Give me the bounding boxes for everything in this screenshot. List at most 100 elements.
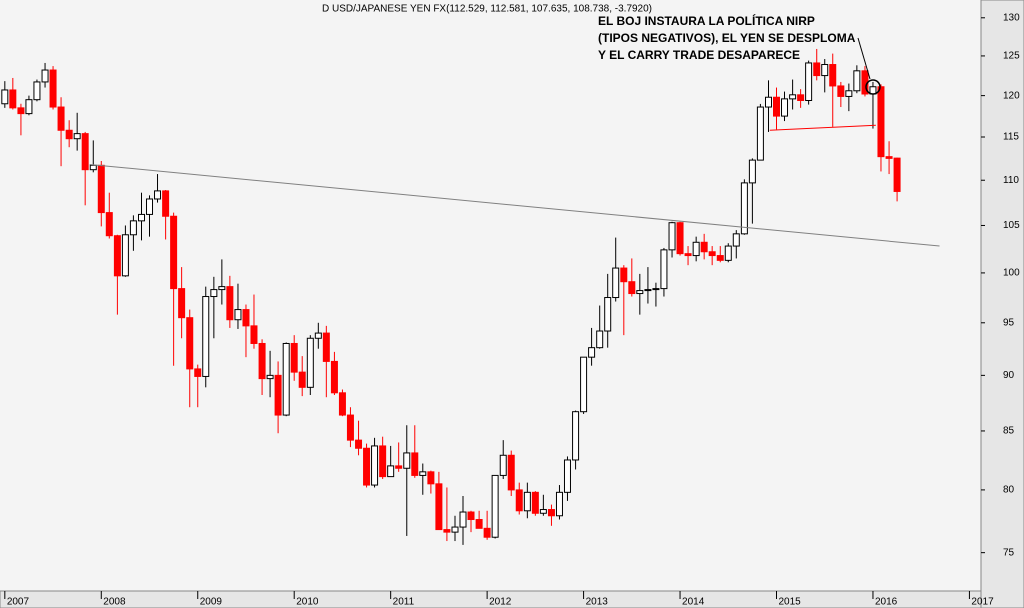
x-tick-label: 2016 bbox=[875, 597, 898, 608]
candle-body bbox=[89, 164, 97, 171]
x-tick-label: 2007 bbox=[7, 597, 30, 608]
candle-body bbox=[322, 332, 330, 362]
candle-body bbox=[459, 511, 467, 528]
candle-body bbox=[515, 489, 523, 512]
candle-body bbox=[588, 347, 596, 358]
candle-body bbox=[805, 62, 813, 101]
candle-body bbox=[49, 69, 57, 108]
y-tick-label: 110 bbox=[1003, 175, 1019, 186]
candle-body bbox=[202, 296, 210, 377]
y-tick-label: 100 bbox=[1003, 268, 1020, 279]
candle-body bbox=[620, 267, 628, 283]
candle-body bbox=[1, 89, 9, 105]
candle-body bbox=[853, 70, 861, 92]
candle-body bbox=[644, 289, 652, 292]
x-tick-label: 2013 bbox=[586, 597, 609, 608]
candle-body bbox=[427, 471, 435, 485]
candle-body bbox=[346, 414, 354, 441]
candle-body bbox=[371, 445, 379, 486]
candle-body bbox=[724, 245, 732, 261]
candle-body bbox=[612, 267, 620, 299]
candle-body bbox=[290, 342, 298, 373]
marks bbox=[1, 48, 940, 545]
candle-body bbox=[837, 85, 845, 97]
y-tick-label: 85 bbox=[1003, 426, 1015, 437]
candle-body bbox=[676, 222, 684, 255]
candle-body bbox=[732, 233, 740, 247]
candle-body bbox=[355, 439, 363, 449]
candle-body bbox=[893, 157, 901, 192]
candle-body bbox=[113, 235, 121, 277]
annotation: (TIPOS NEGATIVOS), EL YEN SE DESPLOMA bbox=[598, 31, 856, 45]
chart-header: D USD/JAPANESE YEN FX(112.529, 112.581, … bbox=[322, 4, 652, 15]
candle-body bbox=[756, 106, 764, 161]
x-tick-label: 2015 bbox=[779, 597, 802, 608]
y-tick-label: 105 bbox=[1003, 220, 1020, 231]
candle-body bbox=[306, 337, 314, 388]
candle-body bbox=[475, 519, 483, 529]
candle-body bbox=[572, 411, 580, 461]
candle-body bbox=[194, 368, 202, 377]
candle-body bbox=[25, 99, 33, 115]
candle-body bbox=[636, 290, 644, 295]
x-tick-label: 2011 bbox=[393, 597, 415, 608]
candle-body bbox=[129, 220, 137, 236]
candle-body bbox=[781, 98, 789, 117]
x-tick-label: 2008 bbox=[103, 597, 126, 608]
candle-body bbox=[668, 222, 676, 251]
candle-body bbox=[210, 289, 218, 298]
candle-body bbox=[178, 288, 186, 319]
candle-body bbox=[338, 392, 346, 416]
candle-body bbox=[218, 286, 226, 291]
candle-body bbox=[226, 286, 234, 321]
candle-body bbox=[97, 164, 105, 214]
candle-body bbox=[773, 96, 781, 117]
candle-body bbox=[483, 527, 491, 538]
candle-body bbox=[250, 325, 258, 344]
candle-body bbox=[9, 89, 17, 109]
candle-body bbox=[660, 249, 668, 290]
candle-body bbox=[708, 251, 716, 257]
plot-area bbox=[0, 0, 981, 591]
candle-body bbox=[467, 511, 475, 521]
candle-body bbox=[242, 309, 250, 327]
candle-body bbox=[363, 447, 371, 486]
candle-body bbox=[813, 62, 821, 77]
candle-body bbox=[234, 309, 242, 321]
x-axis-area bbox=[0, 590, 982, 608]
candle-body bbox=[330, 360, 338, 394]
candle-body bbox=[652, 288, 660, 291]
candle-body bbox=[845, 90, 853, 97]
x-tick-label: 2009 bbox=[200, 597, 223, 608]
annotation-circle bbox=[865, 79, 881, 95]
y-tick-label: 90 bbox=[1003, 370, 1015, 381]
candle-body bbox=[17, 107, 25, 115]
trend-line bbox=[769, 124, 876, 131]
candle-body bbox=[57, 106, 65, 131]
candle-body bbox=[716, 255, 724, 261]
candle-body bbox=[507, 454, 515, 491]
candle-body bbox=[692, 241, 700, 257]
candle-body bbox=[877, 86, 885, 158]
candle-body bbox=[451, 526, 459, 533]
candle-body bbox=[154, 190, 162, 200]
candle-body bbox=[162, 190, 170, 217]
candle-body bbox=[81, 133, 89, 171]
candle-body bbox=[314, 332, 322, 339]
candle-body bbox=[411, 452, 419, 476]
y-tick-label: 95 bbox=[1003, 317, 1015, 328]
candle-body bbox=[563, 459, 571, 493]
candle-body bbox=[700, 241, 708, 253]
candle-body bbox=[443, 529, 451, 533]
candle-body bbox=[531, 491, 539, 514]
candle-body bbox=[491, 474, 499, 538]
candle-body bbox=[539, 509, 547, 514]
candle-body bbox=[170, 215, 178, 290]
candle-body bbox=[435, 483, 443, 531]
candle-body bbox=[138, 213, 146, 222]
candle-body bbox=[274, 374, 282, 416]
y-tick-label: 115 bbox=[1003, 132, 1019, 143]
candle-body bbox=[596, 330, 604, 349]
candle-body bbox=[628, 281, 636, 295]
